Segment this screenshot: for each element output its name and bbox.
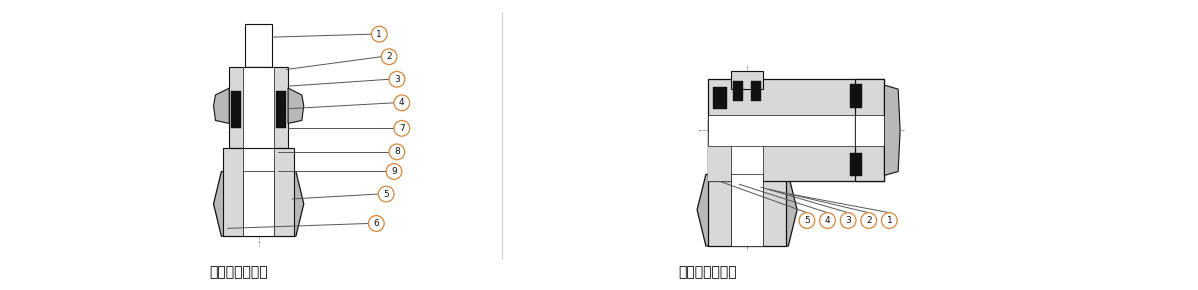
Circle shape (861, 213, 877, 228)
Circle shape (386, 164, 401, 179)
Text: 4: 4 (399, 98, 405, 107)
Polygon shape (697, 174, 797, 246)
Circle shape (381, 49, 397, 65)
Text: 3: 3 (394, 75, 400, 84)
Bar (713, 87, 726, 109)
Text: 1: 1 (376, 30, 382, 39)
Circle shape (394, 120, 410, 136)
Text: 8: 8 (394, 147, 400, 156)
Text: 1: 1 (887, 216, 893, 225)
Text: 2: 2 (866, 216, 871, 225)
Bar (243, 171, 274, 236)
Text: 4: 4 (824, 216, 830, 225)
Bar (231, 91, 241, 128)
Circle shape (369, 216, 385, 231)
Circle shape (389, 144, 405, 160)
Polygon shape (288, 88, 304, 124)
Bar (732, 71, 763, 89)
Bar (223, 148, 294, 236)
Text: ハーフユニオン: ハーフユニオン (210, 266, 268, 280)
Text: 2: 2 (386, 52, 392, 61)
Circle shape (882, 213, 897, 228)
Circle shape (799, 213, 815, 228)
Circle shape (394, 95, 410, 111)
Text: 5: 5 (383, 190, 389, 199)
Circle shape (371, 26, 387, 42)
Polygon shape (884, 85, 900, 175)
Polygon shape (708, 132, 757, 181)
Bar (243, 148, 274, 236)
Bar (855, 79, 884, 181)
Text: 3: 3 (846, 216, 851, 225)
Polygon shape (213, 171, 304, 236)
Circle shape (389, 71, 405, 87)
Bar (732, 174, 763, 246)
Circle shape (379, 186, 394, 202)
Bar (851, 153, 861, 176)
Text: エルボユニオン: エルボユニオン (678, 266, 737, 280)
Text: 9: 9 (391, 167, 397, 176)
Bar (732, 120, 763, 246)
Text: 5: 5 (804, 216, 810, 225)
Text: 7: 7 (399, 124, 405, 133)
Bar (855, 115, 884, 146)
Polygon shape (213, 88, 229, 124)
Bar (708, 120, 786, 246)
Bar (708, 115, 884, 146)
Text: 6: 6 (374, 219, 380, 228)
Bar (244, 24, 272, 66)
Circle shape (819, 213, 835, 228)
Bar (851, 84, 861, 108)
Bar (733, 81, 743, 101)
Bar (751, 81, 761, 101)
Bar (243, 66, 274, 148)
Circle shape (840, 213, 857, 228)
Bar (708, 79, 884, 181)
Bar (229, 66, 288, 148)
Bar (277, 91, 286, 128)
